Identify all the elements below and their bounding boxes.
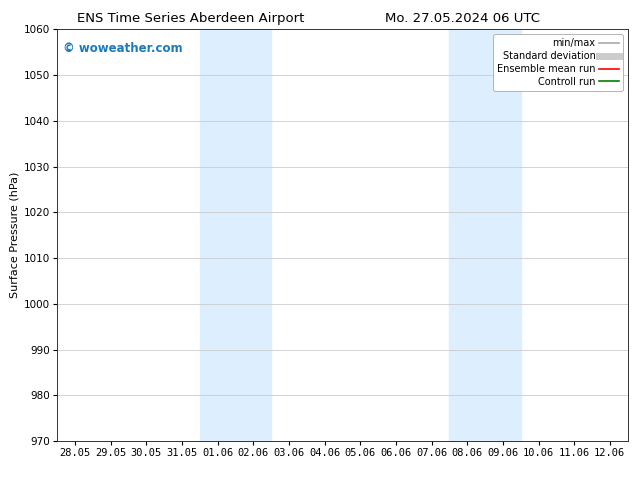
Text: © woweather.com: © woweather.com (63, 42, 183, 55)
Text: Mo. 27.05.2024 06 UTC: Mo. 27.05.2024 06 UTC (385, 12, 540, 25)
Legend: min/max, Standard deviation, Ensemble mean run, Controll run: min/max, Standard deviation, Ensemble me… (493, 34, 623, 91)
Bar (450, 29, 521, 441)
Y-axis label: Surface Pressure (hPa): Surface Pressure (hPa) (10, 172, 20, 298)
Text: ENS Time Series Aberdeen Airport: ENS Time Series Aberdeen Airport (77, 12, 304, 25)
Bar (200, 29, 271, 441)
